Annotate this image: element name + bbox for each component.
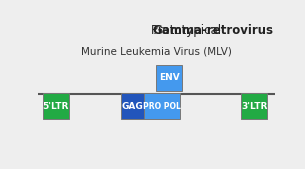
FancyBboxPatch shape	[242, 93, 267, 119]
FancyBboxPatch shape	[145, 93, 180, 119]
Text: :: :	[153, 24, 157, 37]
Text: ENV: ENV	[159, 73, 180, 82]
Text: 5'LTR: 5'LTR	[43, 102, 69, 111]
FancyBboxPatch shape	[156, 65, 182, 91]
Text: PRO POL: PRO POL	[143, 102, 181, 111]
FancyBboxPatch shape	[43, 93, 69, 119]
FancyBboxPatch shape	[121, 93, 145, 119]
Text: Murine Leukemia Virus (MLV): Murine Leukemia Virus (MLV)	[81, 46, 232, 56]
Text: 3'LTR: 3'LTR	[241, 102, 267, 111]
Text: Gamma-retrovirus: Gamma-retrovirus	[152, 24, 273, 37]
Text: GAG: GAG	[122, 102, 144, 111]
Text: Prototypical: Prototypical	[151, 24, 225, 37]
